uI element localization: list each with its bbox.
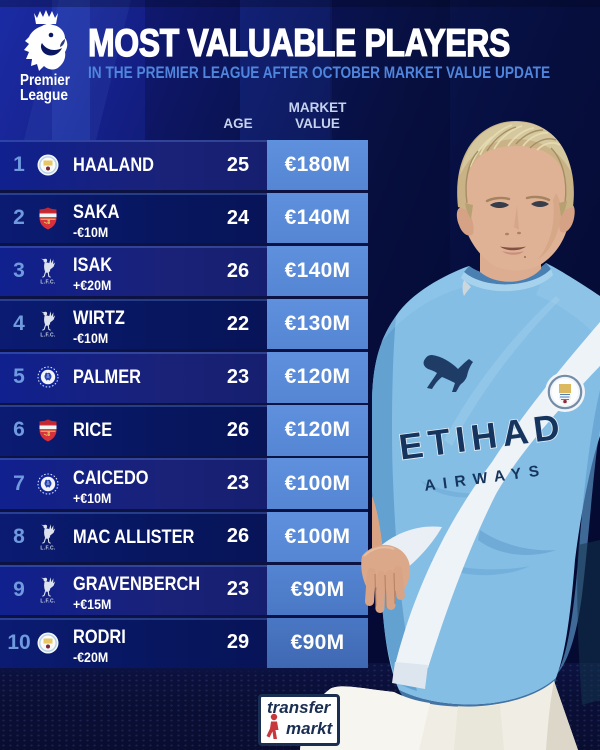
svg-text:Premier: Premier xyxy=(20,72,70,89)
svg-text:League: League xyxy=(20,87,68,104)
